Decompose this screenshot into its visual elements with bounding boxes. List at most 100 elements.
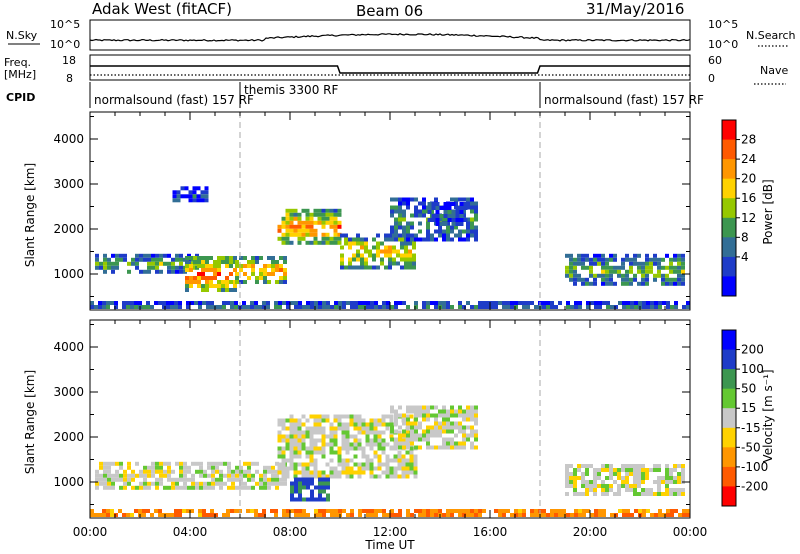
range-gate	[231, 485, 235, 490]
range-gate	[258, 305, 262, 309]
range-gate	[593, 472, 597, 476]
range-gate	[344, 233, 348, 238]
x-tick-label: 04:00	[173, 525, 208, 539]
range-gate	[369, 474, 374, 479]
range-gate	[235, 477, 239, 482]
range-gate	[106, 301, 110, 305]
range-gate	[577, 476, 581, 480]
range-gate	[594, 301, 598, 305]
y-tick-label: 4000	[53, 340, 84, 354]
range-gate	[301, 470, 306, 475]
range-gate	[301, 414, 306, 419]
range-gate	[638, 301, 642, 305]
range-gate	[349, 422, 354, 427]
range-gate	[377, 454, 382, 459]
range-gate	[277, 430, 282, 435]
range-gate	[593, 476, 597, 480]
range-gate	[474, 513, 478, 517]
range-gate	[409, 454, 414, 459]
range-gate	[593, 253, 597, 258]
range-gate	[474, 405, 478, 410]
range-gate	[466, 409, 470, 414]
range-gate	[318, 481, 322, 486]
range-gate	[589, 273, 593, 278]
range-gate	[593, 273, 597, 278]
range-gate	[669, 476, 673, 480]
range-gate	[251, 485, 255, 490]
range-gate	[95, 481, 99, 486]
range-gate	[99, 465, 103, 470]
range-gate	[130, 513, 134, 517]
range-gate	[325, 434, 330, 439]
range-gate	[267, 469, 271, 474]
range-gate	[310, 301, 314, 305]
range-gate	[179, 269, 183, 274]
range-gate	[609, 488, 613, 492]
range-gate	[214, 305, 218, 309]
range-gate	[360, 261, 364, 266]
range-gate	[388, 253, 392, 258]
range-gate	[185, 260, 189, 264]
range-gate	[217, 264, 221, 268]
range-gate	[430, 425, 434, 430]
range-gate	[402, 417, 406, 422]
range-gate	[526, 305, 530, 309]
range-gate	[333, 414, 338, 419]
range-gate	[326, 497, 330, 502]
range-gate	[601, 257, 605, 262]
range-gate	[230, 305, 234, 309]
range-gate	[435, 206, 440, 210]
range-gate	[681, 281, 685, 286]
range-gate	[289, 466, 294, 471]
range-gate	[414, 409, 418, 414]
range-gate	[317, 418, 322, 423]
range-gate	[657, 492, 661, 496]
range-gate	[438, 425, 442, 430]
range-gate	[90, 305, 94, 309]
range-gate	[151, 469, 155, 474]
range-gate	[573, 261, 577, 266]
range-gate	[349, 418, 354, 423]
range-gate	[289, 216, 294, 221]
range-gate	[259, 276, 263, 280]
range-gate	[293, 422, 298, 427]
range-gate	[629, 468, 633, 472]
range-gate	[609, 464, 613, 468]
range-gate	[625, 484, 629, 488]
range-gate	[221, 288, 225, 292]
range-gate	[103, 265, 107, 270]
range-gate	[318, 485, 322, 490]
range-gate	[443, 206, 448, 210]
range-gate	[251, 473, 255, 478]
range-gate	[581, 265, 585, 270]
range-gate	[653, 480, 657, 484]
range-gate	[275, 268, 279, 272]
range-gate	[106, 305, 110, 309]
range-gate	[573, 476, 577, 480]
range-gate	[297, 430, 302, 435]
range-gate	[409, 462, 414, 467]
range-gate	[622, 301, 626, 305]
range-gate	[426, 405, 430, 410]
range-gate	[98, 513, 102, 517]
range-gate	[333, 470, 338, 475]
range-gate	[404, 249, 408, 254]
range-gate	[377, 418, 382, 423]
range-gate	[213, 276, 217, 280]
range-gate	[289, 418, 294, 423]
range-gate	[321, 220, 326, 225]
range-gate	[637, 281, 641, 286]
range-gate	[414, 233, 418, 238]
range-gate	[123, 485, 127, 490]
range-gate	[550, 305, 554, 309]
range-gate	[474, 205, 478, 210]
range-gate	[233, 284, 237, 288]
range-gate	[470, 417, 474, 422]
range-gate	[661, 277, 665, 282]
range-gate	[187, 485, 191, 490]
range-gate	[645, 476, 649, 480]
range-gate	[609, 468, 613, 472]
range-gate	[498, 301, 502, 305]
range-gate	[462, 429, 466, 434]
range-gate	[645, 492, 649, 496]
